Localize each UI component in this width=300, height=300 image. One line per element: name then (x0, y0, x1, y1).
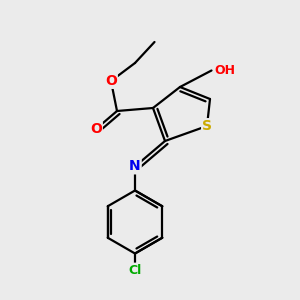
Text: O: O (90, 122, 102, 136)
Text: N: N (129, 160, 141, 173)
Text: Cl: Cl (128, 263, 142, 277)
Text: O: O (105, 74, 117, 88)
Text: OH: OH (214, 64, 236, 77)
Text: S: S (202, 119, 212, 133)
